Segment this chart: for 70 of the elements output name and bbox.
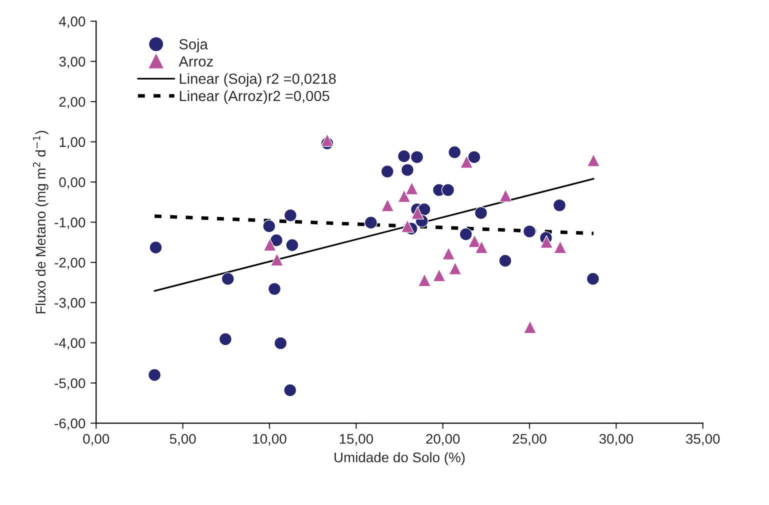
y-tick-label: 2,00 (59, 96, 86, 108)
point (498, 254, 512, 268)
point (270, 253, 284, 266)
point (468, 150, 481, 164)
point (221, 272, 234, 286)
point (586, 272, 600, 286)
x-tick-label: 10,00 (253, 434, 286, 446)
y-tick-label: -4,00 (54, 338, 86, 350)
point (398, 190, 411, 203)
point (468, 234, 482, 248)
point (286, 238, 299, 252)
point (149, 240, 162, 254)
point (586, 154, 600, 167)
point (380, 198, 394, 212)
point (218, 332, 232, 346)
legend-label: Linear (Soja) r2 =0,0218 (180, 73, 336, 87)
point (284, 208, 298, 222)
x-tick-label: 0,00 (83, 434, 110, 446)
point (405, 182, 418, 195)
y-tick-label: 0,00 (59, 177, 86, 189)
point (364, 216, 378, 230)
x-tick-label: 15,00 (340, 434, 373, 446)
point (263, 238, 276, 252)
point (284, 384, 297, 397)
y-tick-label: -6,00 (54, 418, 86, 430)
x-tick-label: 30,00 (599, 434, 634, 446)
y-tick-label: 3,00 (59, 56, 86, 68)
point (460, 155, 474, 168)
point (410, 150, 424, 164)
legend-label: Linear (Arroz)r2 =0,005 (180, 90, 330, 104)
point (270, 234, 283, 247)
legend-label: Soja (179, 38, 208, 52)
point (499, 189, 512, 202)
point (432, 268, 446, 282)
x-tick-label: 35,00 (686, 434, 720, 446)
legend-label: Arroz (178, 56, 213, 67)
point (410, 206, 424, 220)
y-tick-label: -3,00 (54, 298, 86, 310)
x-axis-title: Umidade do Solo (%) (334, 452, 465, 466)
point (418, 274, 432, 287)
point (274, 336, 288, 350)
x-tick-label: 20,00 (426, 434, 460, 446)
point (380, 164, 394, 178)
y-tick-label: 1,00 (60, 137, 86, 149)
point (262, 220, 276, 233)
point (554, 240, 567, 254)
point (552, 198, 566, 212)
point (459, 228, 472, 241)
point (320, 134, 334, 147)
point (448, 262, 462, 275)
y-tick-label: -1,00 (54, 218, 86, 230)
point (441, 183, 455, 197)
y-axis-title: Fluxo de Metano (mg m$^{2}$ d$^{−1}$) (32, 130, 48, 314)
x-tick-label: 5,00 (170, 434, 196, 446)
point (448, 146, 462, 159)
point (523, 320, 537, 334)
point (474, 206, 488, 220)
point (148, 368, 162, 382)
y-tick-label: 4,00 (59, 16, 86, 28)
point (474, 240, 488, 254)
point (400, 220, 414, 233)
x-tick-label: 25,00 (512, 434, 546, 446)
point (522, 224, 536, 238)
point (400, 163, 414, 177)
point (268, 282, 282, 296)
y-tick-label: -5,00 (54, 378, 86, 390)
point (540, 235, 554, 248)
point (442, 246, 456, 260)
y-tick-label: -2,00 (54, 258, 86, 270)
point (397, 150, 411, 163)
